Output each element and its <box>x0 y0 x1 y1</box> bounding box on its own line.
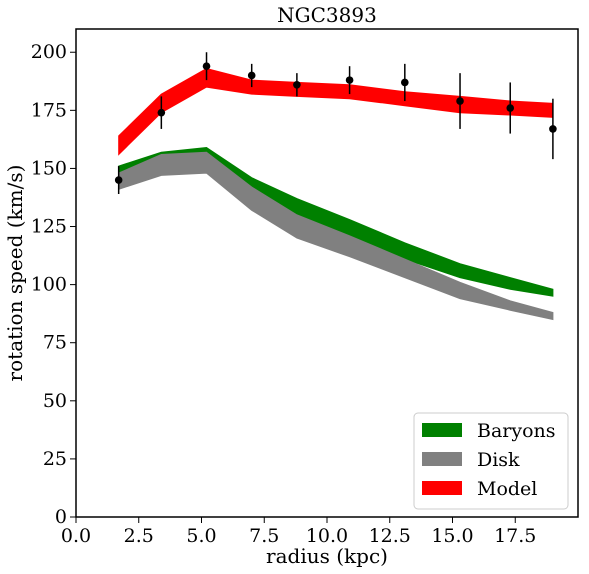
x-tick-label: 17.5 <box>494 525 536 547</box>
data-point <box>157 108 166 117</box>
band-model <box>118 67 554 156</box>
observation-point <box>401 63 409 102</box>
y-tick-label: 100 <box>31 274 67 296</box>
observation-points <box>114 52 557 194</box>
legend: Baryons Disk Model <box>413 412 569 510</box>
y-tick-label: 50 <box>43 390 67 412</box>
y-axis-label: rotation speed (km/s) <box>3 165 27 382</box>
y-tick-label: 200 <box>31 41 67 63</box>
data-point <box>345 76 354 84</box>
legend-swatch-disk <box>422 452 462 466</box>
y-tick-label: 25 <box>43 448 67 470</box>
legend-label-baryons: Baryons <box>477 420 556 442</box>
observation-point <box>157 96 166 129</box>
legend-label-disk: Disk <box>477 449 520 471</box>
x-tick-label: 15.0 <box>431 525 473 547</box>
y-axis: 0 25 50 75 100 125 150 175 200 <box>31 41 76 528</box>
observation-point <box>247 63 256 88</box>
data-point <box>114 176 123 184</box>
x-axis: 0.0 2.5 5.0 7.5 10.0 12.5 15.0 17.5 <box>61 517 536 547</box>
x-axis-label: radius (kpc) <box>266 544 388 568</box>
data-point <box>293 80 301 89</box>
data-point <box>456 97 464 105</box>
x-tick-label: 2.5 <box>124 525 154 547</box>
y-tick-label: 0 <box>55 506 67 528</box>
observation-point <box>549 98 557 160</box>
legend-label-model: Model <box>477 478 537 500</box>
data-point <box>549 125 557 133</box>
y-tick-label: 75 <box>43 332 67 354</box>
y-tick-label: 175 <box>31 99 67 121</box>
data-point <box>247 71 256 80</box>
y-tick-label: 125 <box>31 216 67 238</box>
y-tick-label: 150 <box>31 157 67 179</box>
observation-point <box>456 73 464 129</box>
x-tick-label: 0.0 <box>61 525 91 547</box>
legend-swatch-baryons <box>422 423 462 437</box>
x-tick-label: 10.0 <box>306 525 348 547</box>
data-point <box>202 62 211 70</box>
observation-point <box>506 82 515 134</box>
series-bands <box>118 67 554 321</box>
x-tick-label: 5.0 <box>186 525 216 547</box>
x-tick-label: 12.5 <box>369 525 411 547</box>
observation-point <box>114 166 123 194</box>
observation-point <box>202 52 211 81</box>
data-point <box>401 78 409 87</box>
observation-point <box>293 73 301 97</box>
x-tick-label: 7.5 <box>249 525 279 547</box>
chart-title: NGC3893 <box>277 3 377 27</box>
legend-swatch-model <box>422 481 462 495</box>
data-point <box>506 104 515 112</box>
band-disk <box>118 151 554 321</box>
observation-point <box>345 66 354 95</box>
